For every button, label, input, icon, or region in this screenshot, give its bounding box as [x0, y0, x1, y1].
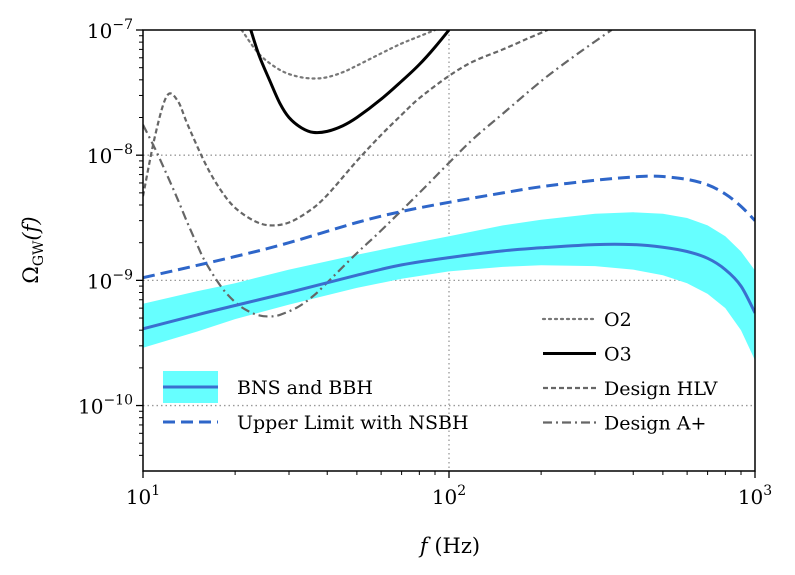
series-line-design-hlv	[143, 30, 549, 227]
tick-exponent: 1	[151, 483, 160, 499]
x-tick-label: 103	[738, 483, 772, 509]
x-axis-symbol: f	[418, 534, 431, 558]
tick-base: 10	[78, 395, 103, 419]
series-line-o2	[240, 30, 437, 80]
legend-entry-design-a: Design A+	[543, 413, 706, 435]
y-tick-label: 10−9	[87, 267, 133, 293]
y-tick-label: 10−10	[78, 393, 133, 419]
tick-base: 10	[87, 144, 112, 168]
legend-label: O2	[604, 309, 632, 331]
legend-entry-o3: O3	[543, 344, 632, 366]
y-tick-label: 10−7	[87, 17, 133, 43]
tick-base: 10	[738, 485, 763, 509]
tick-base: 10	[432, 485, 457, 509]
tick-exponent: −8	[112, 142, 133, 158]
x-tick-label: 101	[126, 483, 160, 509]
series-line-o3	[249, 30, 451, 135]
y-axis-label: ΩGW(f)	[19, 216, 47, 283]
tick-base: 10	[126, 485, 151, 509]
y-axis-symbol: Ω	[19, 266, 43, 283]
series-layer	[143, 30, 755, 331]
legend-entry-bns-and-bbh: BNS and BBH	[163, 371, 373, 403]
x-axis-label: f (Hz)	[418, 534, 480, 558]
legend-entry-design-hlv: Design HLV	[543, 378, 718, 400]
legend-label: O3	[604, 344, 632, 366]
legends: BNS and BBH Upper Limit with NSBH O2 O3 Desi…	[163, 309, 718, 435]
legend-label: Design A+	[604, 413, 706, 435]
tick-base: 10	[87, 269, 112, 293]
tick-exponent: 2	[457, 483, 466, 499]
legend-label: Design HLV	[604, 378, 718, 400]
tick-exponent: −10	[103, 393, 133, 409]
legend-entry-upper-limit-with-nsbh: Upper Limit with NSBH	[163, 412, 469, 434]
legend-entry-o2: O2	[541, 309, 632, 331]
x-tick-label: 102	[432, 483, 466, 509]
series-line-upper-limit-with-nsbh	[143, 174, 755, 280]
x-axis-unit: (Hz)	[434, 534, 480, 558]
band-layer	[143, 212, 755, 361]
tick-exponent: 3	[763, 483, 772, 499]
legend-label: Upper Limit with NSBH	[237, 412, 469, 434]
y-axis-subscript: GW	[31, 240, 47, 266]
tick-base: 10	[87, 19, 112, 43]
series-line-bns-and-bbh	[143, 242, 755, 331]
y-axis-argument: (f)	[19, 216, 43, 240]
tick-exponent: −9	[112, 267, 133, 283]
tick-exponent: −7	[112, 17, 133, 33]
legend-label: BNS and BBH	[237, 377, 373, 399]
band-bns-and-bbh	[143, 212, 755, 361]
y-tick-label: 10−8	[87, 142, 133, 168]
